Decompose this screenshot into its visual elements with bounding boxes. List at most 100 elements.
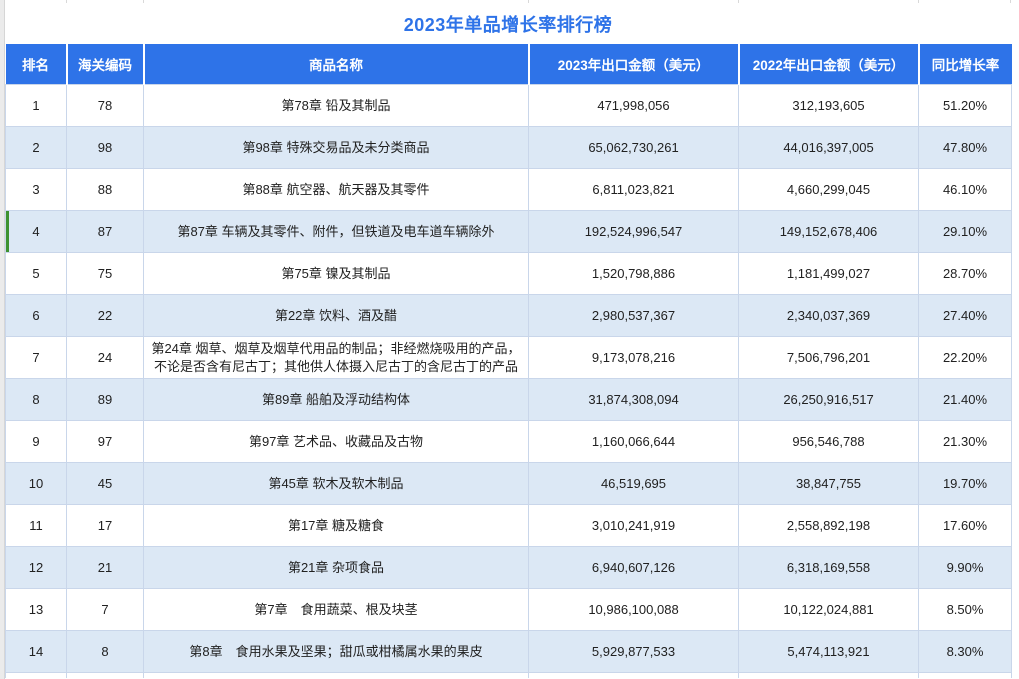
amount-2023-cell[interactable]: 9,173,078,216 bbox=[528, 336, 739, 379]
hs-code-cell[interactable]: 97 bbox=[66, 420, 144, 463]
table-row[interactable]: 1 78 第78章 铅及其制品 471,998,056 312,193,605 51.20… bbox=[5, 84, 1012, 127]
growth-cell[interactable]: 21.30% bbox=[918, 420, 1012, 463]
amount-2022-cell[interactable]: 7,506,796,201 bbox=[738, 336, 919, 379]
product-name-cell[interactable]: 第8章 食用水果及坚果；甜瓜或柑橘属水果的果皮 bbox=[143, 630, 529, 673]
rank-cell[interactable]: 3 bbox=[5, 168, 67, 211]
table-row[interactable]: 12 21 第21章 杂项食品 6,940,607,126 6,318,169,558 9… bbox=[5, 546, 1012, 589]
amount-2023-cell[interactable]: 10,986,100,088 bbox=[528, 588, 739, 631]
product-name-cell[interactable]: 第78章 铅及其制品 bbox=[143, 84, 529, 127]
amount-2023-cell[interactable]: 3,010,241,919 bbox=[528, 504, 739, 547]
product-name-cell[interactable]: 第98章 特殊交易品及未分类商品 bbox=[143, 126, 529, 169]
table-row[interactable]: 5 75 第75章 镍及其制品 1,520,798,886 1,181,499,027 2… bbox=[5, 252, 1012, 295]
hs-code-cell[interactable]: 98 bbox=[66, 126, 144, 169]
amount-2023-cell[interactable]: 192,524,996,547 bbox=[528, 210, 739, 253]
amount-2022-cell[interactable]: 10,122,024,881 bbox=[738, 588, 919, 631]
hs-code-cell[interactable]: 21 bbox=[66, 546, 144, 589]
hs-code-cell[interactable]: 22 bbox=[66, 294, 144, 337]
hs-code-cell[interactable]: 75 bbox=[66, 252, 144, 295]
hs-code-cell[interactable]: 8 bbox=[66, 630, 144, 673]
rank-cell[interactable]: 12 bbox=[5, 546, 67, 589]
table-row[interactable]: 14 8 第8章 食用水果及坚果；甜瓜或柑橘属水果的果皮 5,929,877,533 5… bbox=[5, 630, 1012, 673]
amount-2023-cell[interactable]: 2,980,537,367 bbox=[528, 294, 739, 337]
product-name-cell[interactable]: 第22章 饮料、酒及醋 bbox=[143, 294, 529, 337]
amount-2023-cell[interactable]: 1,520,798,886 bbox=[528, 252, 739, 295]
column-header-growth[interactable]: 同比增长率 bbox=[917, 44, 1012, 85]
rank-cell[interactable]: 4 bbox=[5, 210, 67, 253]
growth-cell[interactable]: 51.20% bbox=[918, 84, 1012, 127]
column-header-amount-2023[interactable]: 2023年出口金额（美元） bbox=[527, 44, 739, 85]
rank-cell[interactable]: 13 bbox=[5, 588, 67, 631]
rank-cell[interactable]: 9 bbox=[5, 420, 67, 463]
product-name-cell[interactable]: 第75章 镍及其制品 bbox=[143, 252, 529, 295]
amount-2022-cell[interactable]: 26,250,916,517 bbox=[738, 378, 919, 421]
table-row[interactable]: 10 45 第45章 软木及软木制品 46,519,695 38,847,755 19.7… bbox=[5, 462, 1012, 505]
growth-cell[interactable]: 27.40% bbox=[918, 294, 1012, 337]
rank-cell[interactable]: 14 bbox=[5, 630, 67, 673]
product-name-cell[interactable]: 第97章 艺术品、收藏品及古物 bbox=[143, 420, 529, 463]
amount-2022-cell[interactable]: 2,558,892,198 bbox=[738, 504, 919, 547]
column-header-product[interactable]: 商品名称 bbox=[142, 44, 529, 85]
growth-cell[interactable]: 8.50% bbox=[918, 588, 1012, 631]
growth-cell[interactable]: 19.70% bbox=[918, 462, 1012, 505]
amount-2022-cell[interactable]: 38,847,755 bbox=[738, 462, 919, 505]
amount-2022-cell[interactable]: 312,193,605 bbox=[738, 84, 919, 127]
column-header-amount-2022[interactable]: 2022年出口金额（美元） bbox=[737, 44, 919, 85]
growth-cell[interactable]: 46.10% bbox=[918, 168, 1012, 211]
rank-cell[interactable]: 8 bbox=[5, 378, 67, 421]
hs-code-cell[interactable]: 88 bbox=[66, 168, 144, 211]
table-row[interactable]: 2 98 第98章 特殊交易品及未分类商品 65,062,730,261 44,016,… bbox=[5, 126, 1012, 169]
amount-2023-cell[interactable]: 65,062,730,261 bbox=[528, 126, 739, 169]
rank-cell[interactable]: 10 bbox=[5, 462, 67, 505]
hs-code-cell[interactable]: 78 bbox=[66, 84, 144, 127]
amount-2023-cell[interactable]: 6,811,023,821 bbox=[528, 168, 739, 211]
amount-2023-cell[interactable]: 31,874,308,094 bbox=[528, 378, 739, 421]
product-name-cell[interactable]: 第89章 船舶及浮动结构体 bbox=[143, 378, 529, 421]
product-name-cell[interactable]: 第7章 食用蔬菜、根及块茎 bbox=[143, 588, 529, 631]
growth-cell[interactable]: 47.80% bbox=[918, 126, 1012, 169]
rank-cell[interactable]: 6 bbox=[5, 294, 67, 337]
amount-2022-cell[interactable]: 44,016,397,005 bbox=[738, 126, 919, 169]
hs-code-cell[interactable]: 45 bbox=[66, 462, 144, 505]
hs-code-cell[interactable]: 87 bbox=[66, 210, 144, 253]
amount-2022-cell[interactable]: 6,318,169,558 bbox=[738, 546, 919, 589]
table-row[interactable]: 11 17 第17章 糖及糖食 3,010,241,919 2,558,892,198 1… bbox=[5, 504, 1012, 547]
amount-2022-cell[interactable]: 956,546,788 bbox=[738, 420, 919, 463]
column-header-hs-code[interactable]: 海关编码 bbox=[65, 44, 144, 85]
product-name-cell[interactable]: 第17章 糖及糖食 bbox=[143, 504, 529, 547]
hs-code-cell[interactable]: 7 bbox=[66, 588, 144, 631]
table-row[interactable]: 4 87 第87章 车辆及其零件、附件，但铁道及电车道车辆除外 192,524,996… bbox=[5, 210, 1012, 253]
amount-2022-cell[interactable]: 2,340,037,369 bbox=[738, 294, 919, 337]
growth-cell[interactable]: 29.10% bbox=[918, 210, 1012, 253]
amount-2022-cell[interactable]: 1,181,499,027 bbox=[738, 252, 919, 295]
rank-cell[interactable]: 7 bbox=[5, 336, 67, 379]
product-name-cell[interactable]: 第21章 杂项食品 bbox=[143, 546, 529, 589]
rank-cell[interactable]: 5 bbox=[5, 252, 67, 295]
product-name-cell[interactable]: 第45章 软木及软木制品 bbox=[143, 462, 529, 505]
table-row[interactable]: 13 7 第7章 食用蔬菜、根及块茎 10,986,100,088 10,122,024… bbox=[5, 588, 1012, 631]
rank-cell[interactable]: 1 bbox=[5, 84, 67, 127]
amount-2023-cell[interactable]: 5,929,877,533 bbox=[528, 630, 739, 673]
amount-2022-cell[interactable]: 5,474,113,921 bbox=[738, 630, 919, 673]
column-header-rank[interactable]: 排名 bbox=[5, 44, 67, 85]
growth-cell[interactable]: 21.40% bbox=[918, 378, 1012, 421]
growth-cell[interactable]: 17.60% bbox=[918, 504, 1012, 547]
amount-2023-cell[interactable]: 471,998,056 bbox=[528, 84, 739, 127]
table-row[interactable]: 3 88 第88章 航空器、航天器及其零件 6,811,023,821 4,660,29… bbox=[5, 168, 1012, 211]
amount-2023-cell[interactable]: 46,519,695 bbox=[528, 462, 739, 505]
amount-2022-cell[interactable]: 149,152,678,406 bbox=[738, 210, 919, 253]
growth-cell[interactable]: 8.30% bbox=[918, 630, 1012, 673]
rank-cell[interactable]: 2 bbox=[5, 126, 67, 169]
growth-cell[interactable]: 28.70% bbox=[918, 252, 1012, 295]
table-row[interactable]: 8 89 第89章 船舶及浮动结构体 31,874,308,094 26,250,916… bbox=[5, 378, 1012, 421]
table-row[interactable]: 9 97 第97章 艺术品、收藏品及古物 1,160,066,644 956,546,7… bbox=[5, 420, 1012, 463]
hs-code-cell[interactable]: 89 bbox=[66, 378, 144, 421]
table-row[interactable]: 6 22 第22章 饮料、酒及醋 2,980,537,367 2,340,037,369… bbox=[5, 294, 1012, 337]
amount-2022-cell[interactable]: 4,660,299,045 bbox=[738, 168, 919, 211]
product-name-cell[interactable]: 第88章 航空器、航天器及其零件 bbox=[143, 168, 529, 211]
rank-cell[interactable]: 11 bbox=[5, 504, 67, 547]
hs-code-cell[interactable]: 24 bbox=[66, 336, 144, 379]
growth-cell[interactable]: 22.20% bbox=[918, 336, 1012, 379]
amount-2023-cell[interactable]: 6,940,607,126 bbox=[528, 546, 739, 589]
amount-2023-cell[interactable]: 1,160,066,644 bbox=[528, 420, 739, 463]
product-name-cell[interactable]: 第24章 烟草、烟草及烟草代用品的制品；非经燃烧吸用的产品，不论是否含有尼古丁；… bbox=[143, 336, 529, 379]
